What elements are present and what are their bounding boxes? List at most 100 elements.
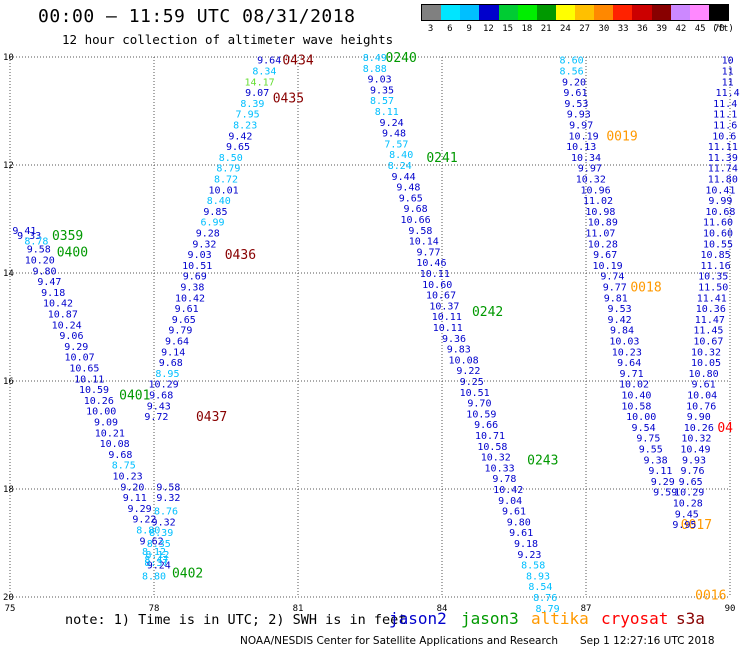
swh-value-label: 9.09 — [94, 418, 118, 429]
swh-value-label: 9.48 — [396, 183, 420, 194]
swh-value-label: 11.80 — [708, 175, 738, 186]
swh-value-label: 10.37 — [429, 301, 459, 312]
swh-value-label: 10.01 — [209, 185, 239, 196]
swh-value-label: 10.76 — [686, 401, 716, 412]
swh-value-label: 11.6 — [713, 121, 737, 132]
swh-value-label: 9.61 — [175, 304, 199, 315]
pass-time-label: 0019 — [606, 129, 637, 144]
swh-value-label: 9.24 — [380, 118, 404, 129]
swh-value-label: 10.51 — [460, 388, 490, 399]
swh-value-label: 9.68 — [149, 391, 173, 402]
y-tick-label: 10 — [3, 53, 14, 63]
swh-value-label: 10.11 — [433, 323, 463, 334]
swh-value-label: 8.49 — [363, 53, 387, 64]
pass-time-label: 0402 — [172, 567, 203, 582]
swh-value-label: 8.76 — [533, 593, 557, 604]
color-scale-legend: 3 6 9 12 15 18 21 24 27 30 33 36 39 42 45 70 (ft) — [421, 4, 734, 38]
swh-value-label: 9.71 — [620, 369, 644, 380]
swh-value-label: 11.4 — [713, 99, 737, 110]
y-tick-label: 12 — [3, 161, 14, 171]
swh-value-label: 9.84 — [610, 326, 634, 337]
swh-value-label: 9.18 — [514, 539, 538, 550]
color-scale-label: 36 — [636, 24, 648, 34]
swh-value-label: 10.32 — [576, 175, 606, 186]
swh-value-label: 9.68 — [404, 204, 428, 215]
color-swatch — [422, 5, 442, 20]
swh-value-label: 10.58 — [621, 401, 651, 412]
swh-value-label: 11.07 — [585, 229, 615, 240]
swh-value-label: 9.58 — [408, 226, 432, 237]
swh-value-label: 10.00 — [86, 407, 116, 418]
swh-value-label: 8.39 — [240, 99, 264, 110]
swh-value-label: 10.40 — [621, 391, 651, 402]
swh-value-label: 9.61 — [509, 528, 533, 539]
swh-value-label: 8.57 — [370, 96, 394, 107]
swh-value-label: 8.12 — [145, 550, 169, 561]
swh-value-label: 10.28 — [673, 499, 703, 510]
swh-value-label: 10.23 — [113, 472, 143, 483]
color-scale-label: 39 — [656, 24, 668, 34]
swh-value-label: 9.65 — [679, 477, 703, 488]
swh-value-label: 10.60 — [703, 229, 733, 240]
swh-value-label: 10.60 — [422, 280, 452, 291]
swh-value-label: 8.37 — [144, 558, 168, 569]
pass-time-label: 0241 — [426, 151, 457, 166]
swh-value-label: 10.65 — [69, 364, 99, 375]
footnote: note: 1) Time is in UTC; 2) SWH is in fe… — [65, 612, 407, 628]
color-scale-label: 24 — [559, 24, 571, 34]
swh-value-label: 9.44 — [392, 172, 416, 183]
color-swatch — [460, 5, 480, 20]
x-tick-label: 78 — [149, 604, 160, 614]
swh-value-label: 9.20 — [120, 482, 144, 493]
swh-value-label: 10.23 — [612, 347, 642, 358]
swh-value-label: 9.83 — [447, 345, 471, 356]
swh-value-label: 10.87 — [48, 310, 78, 321]
swh-value-label: 9.68 — [159, 358, 183, 369]
swh-value-label: 10.02 — [619, 380, 649, 391]
swh-value-label: 8.24 — [388, 161, 412, 172]
swh-value-label: 8.60 — [560, 56, 584, 67]
swh-value-label: 9.32 — [192, 239, 216, 250]
swh-value-label: 10.68 — [705, 207, 735, 218]
color-swatch — [632, 5, 652, 20]
x-tick-label: 90 — [725, 604, 736, 614]
swh-value-label: 11.50 — [698, 283, 728, 294]
swh-value-label: 10.42 — [43, 299, 73, 310]
swh-value-label: 9.61 — [563, 88, 587, 99]
swh-value-label: 10.66 — [401, 215, 431, 226]
pass-time-label: 0400 — [57, 245, 88, 260]
swh-value-label: 10.29 — [674, 488, 704, 499]
color-scale-label: 33 — [617, 24, 629, 34]
swh-value-label: 9.03 — [368, 75, 392, 86]
swh-value-label: 10.11 — [432, 312, 462, 323]
swh-value-label: 10.08 — [100, 439, 130, 450]
swh-value-label: 10.67 — [426, 291, 456, 302]
color-scale-label: 12 — [482, 24, 494, 34]
y-tick-label: 18 — [3, 485, 14, 495]
color-swatch — [689, 5, 709, 20]
swh-value-label: 9.77 — [417, 247, 441, 258]
swh-value-label: 9.29 — [128, 504, 152, 515]
swh-value-label: 8.58 — [521, 561, 545, 572]
swh-value-label: 11.60 — [703, 218, 733, 229]
swh-value-label: 9.70 — [467, 399, 491, 410]
pass-time-label: 0018 — [630, 281, 661, 296]
swh-value-label: 11.11 — [708, 142, 738, 153]
swh-value-label: 8.80 — [142, 571, 166, 582]
swh-value-label: 9.32 — [152, 517, 176, 528]
swh-value-label: 9.58 — [156, 482, 180, 493]
swh-value-label: 10.36 — [696, 304, 726, 315]
swh-value-label: 10.55 — [703, 239, 733, 250]
swh-value-label: 14.17 — [245, 77, 275, 88]
legend-s3a: s3a — [676, 609, 705, 628]
swh-value-label: 10.21 — [95, 428, 125, 439]
swh-value-label: 11.39 — [708, 153, 738, 164]
swh-value-label: 8.76 — [154, 507, 178, 518]
swh-value-label: 9.22 — [132, 515, 156, 526]
swh-value-label: 8.78 — [24, 237, 48, 248]
swh-value-label: 9.45 — [675, 509, 699, 520]
swh-value-label: 9.33 — [17, 231, 41, 242]
color-swatch — [517, 5, 537, 20]
swh-value-label: 9.93 — [682, 455, 706, 466]
swh-value-label: 11.47 — [695, 315, 725, 326]
